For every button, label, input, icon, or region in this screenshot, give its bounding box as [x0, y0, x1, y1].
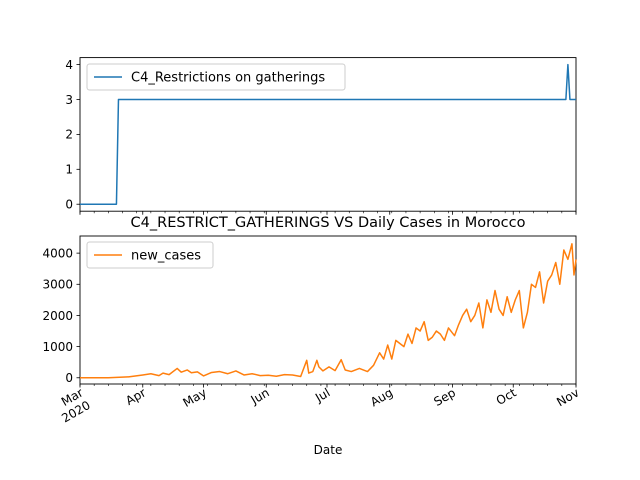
top-series-line — [80, 63, 576, 205]
top-x-axis — [79, 211, 577, 215]
bot-ytick-label: 3000 — [42, 278, 73, 292]
bottom-xtick-label: Nov — [554, 385, 581, 409]
bottom-series — [79, 243, 577, 379]
bottom-legend: new_cases — [86, 241, 214, 269]
bottom-xtick-label: May — [181, 385, 209, 410]
bottom-x-axis: Mar2020 Apr May Jun Jul Aug Sep Oct Nov — [52, 384, 582, 425]
top-ytick-label: 4 — [65, 58, 73, 72]
top-ytick-label: 1 — [65, 163, 73, 177]
bottom-xtick-label: Apr — [123, 385, 148, 408]
bottom-chart: C4_RESTRICT_GATHERINGS VS Daily Cases in… — [42, 215, 581, 457]
top-series — [80, 63, 576, 205]
bottom-xtick-label: Mar2020 — [52, 385, 93, 425]
bottom-chart-title: C4_RESTRICT_GATHERINGS VS Daily Cases in… — [131, 215, 526, 231]
bot-ytick-label: 0 — [65, 371, 73, 385]
top-legend-box — [86, 63, 346, 91]
top-ytick-label: 2 — [65, 128, 73, 142]
top-legend: C4_Restrictions on gatherings — [86, 63, 346, 91]
top-legend-label: C4_Restrictions on gatherings — [131, 71, 325, 86]
bottom-xtick-label: Jul — [312, 385, 332, 405]
top-chart: 0 1 2 3 4 C4_Restrictions on gatherings — [65, 57, 577, 215]
bot-ytick-label: 1000 — [42, 340, 73, 354]
top-ytick-label: 3 — [65, 93, 73, 107]
bot-series-line — [79, 243, 577, 379]
top-ytick-label: 0 — [65, 198, 73, 212]
bottom-plot-frame — [79, 235, 577, 385]
bottom-xtick-label: Oct — [494, 385, 519, 408]
x-axis-label: Date — [314, 443, 343, 457]
top-y-axis: 0 1 2 3 4 — [65, 58, 80, 212]
bottom-legend-label: new_cases — [131, 249, 201, 264]
bottom-y-axis: 0 1000 2000 3000 4000 — [42, 246, 80, 385]
bot-ytick-label: 4000 — [42, 246, 73, 260]
bottom-xtick-label: Jun — [248, 385, 272, 407]
bottom-xtick-label: Aug — [368, 385, 395, 409]
bottom-xtick-label: Sep — [431, 385, 458, 408]
bot-ytick-label: 2000 — [42, 309, 73, 323]
bottom-legend-box — [86, 241, 214, 269]
